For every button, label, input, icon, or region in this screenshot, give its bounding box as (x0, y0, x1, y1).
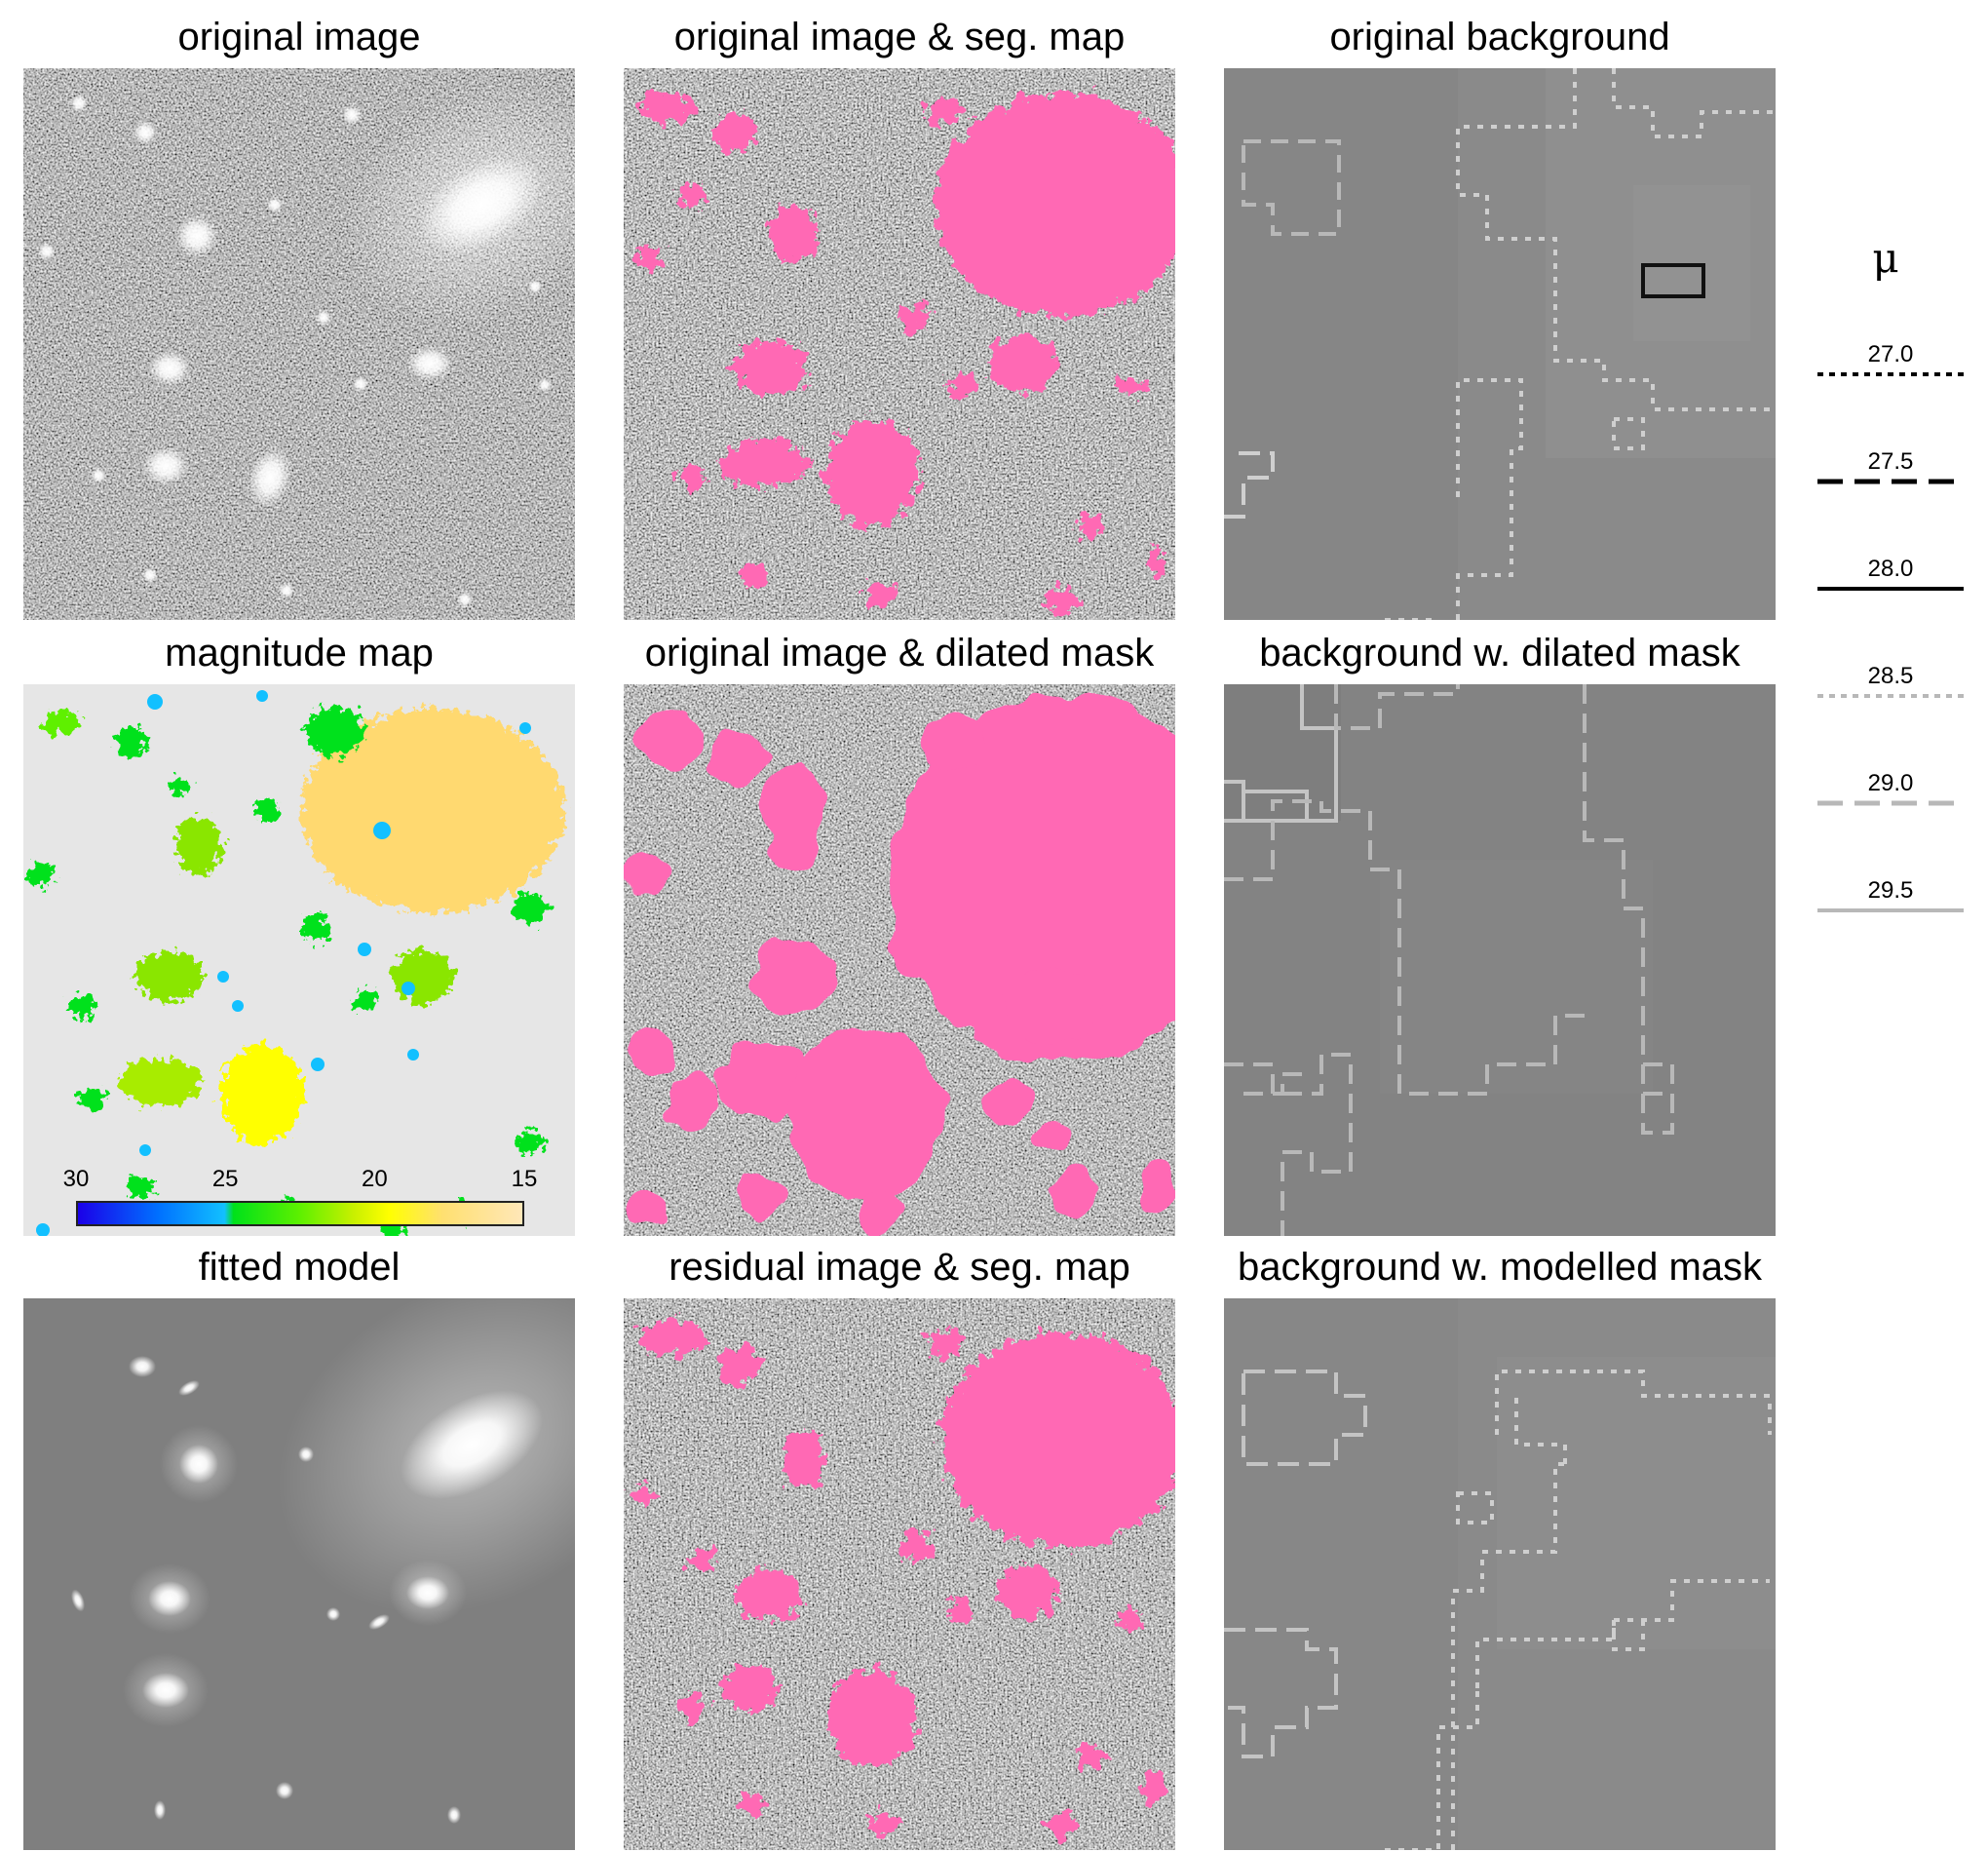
legend-item: 28.0 (1817, 556, 1964, 604)
legend-item: 29.0 (1817, 770, 1964, 819)
panel-dilated-mask: original image & dilated mask (624, 624, 1175, 1238)
colorbar-tick: 30 (62, 1166, 90, 1192)
legend-value: 27.5 (1867, 448, 1914, 475)
original-image (23, 68, 575, 620)
panel-residual-seg-map: residual image & seg. map (624, 1238, 1175, 1852)
legend-value: 29.0 (1867, 770, 1914, 796)
legend-line-solid-gray (1817, 908, 1964, 912)
panel-title: background w. dilated mask (1259, 632, 1740, 675)
original-background-image (1224, 68, 1776, 620)
magnitude-colorbar: 30 25 20 15 (63, 1166, 538, 1234)
legend-item: 28.5 (1817, 663, 1964, 712)
dilated-mask-svg (624, 684, 1175, 1236)
background-modelled-mask-image (1224, 1298, 1776, 1850)
residual-seg-map-svg (624, 1298, 1175, 1850)
contours (1224, 1370, 1772, 1850)
magnitude-map-svg: 30 25 20 15 (23, 684, 575, 1236)
original-image-svg (23, 68, 575, 620)
panel-title: magnitude map (165, 632, 434, 675)
panel-title: original background (1329, 16, 1670, 58)
legend-line-dashed-black (1817, 479, 1964, 484)
panel-title: original image & seg. map (673, 16, 1126, 58)
colorbar-tick: 25 (211, 1166, 239, 1192)
faint-sources (36, 690, 531, 1236)
legend-line-dotted-black (1817, 372, 1964, 376)
panel-title: background w. modelled mask (1237, 1246, 1763, 1289)
panel-background-dilated-mask: background w. dilated mask (1224, 624, 1776, 1238)
panel-title: original image (177, 16, 421, 58)
contours (1224, 68, 1776, 620)
original-background-svg (1224, 68, 1776, 620)
legend-value: 27.0 (1867, 341, 1914, 367)
panel-title: fitted model (198, 1246, 401, 1289)
legend-line-dashed-gray (1817, 800, 1964, 806)
legend-line-solid-black (1817, 587, 1964, 591)
legend-symbol: μ (1872, 234, 1899, 282)
seg-map-regions (634, 93, 1175, 613)
legend-value: 28.0 (1867, 556, 1914, 582)
legend-value: 28.5 (1867, 663, 1914, 689)
colorbar-tick: 20 (362, 1166, 388, 1192)
surface-brightness-legend: μ 27.0 27.5 28.0 28.5 29.0 29.5 (1808, 234, 1964, 936)
dilated-mask-image (624, 684, 1175, 1236)
background-modelled-mask-svg (1224, 1298, 1776, 1850)
panel-magnitude-map: magnitude map (23, 624, 575, 1238)
legend-value: 29.5 (1867, 877, 1914, 904)
panel-fitted-model: fitted model (23, 1238, 575, 1852)
residual-seg-map-image (624, 1298, 1175, 1850)
panel-background-modelled-mask: background w. modelled mask (1224, 1238, 1776, 1852)
panel-original-seg-map: original image & seg. map (624, 8, 1175, 622)
original-seg-map-svg (624, 68, 1175, 620)
legend-line-dotted-gray (1817, 694, 1964, 698)
galaxies (38, 83, 575, 607)
legend-item: 27.0 (1817, 341, 1964, 390)
fitted-model-image (23, 1298, 575, 1850)
dilated-regions (624, 694, 1175, 1234)
legend-item: 27.5 (1817, 448, 1964, 497)
magnitude-map-image: 30 25 20 15 (23, 684, 575, 1236)
colorbar-gradient (76, 1201, 524, 1226)
colorbar-tick: 15 (511, 1166, 538, 1192)
fitted-model-svg (23, 1298, 575, 1850)
residual-seg-regions (631, 1320, 1175, 1838)
background-dilated-mask-image (1224, 684, 1776, 1236)
panel-title: original image & dilated mask (644, 632, 1155, 675)
colorbar: 30 25 20 15 (63, 1166, 538, 1234)
background-dilated-mask-svg (1224, 684, 1776, 1236)
colorbar-labels: 30 25 20 15 (63, 1166, 538, 1195)
original-seg-map-image (624, 68, 1175, 620)
panel-original-image: original image (23, 8, 575, 622)
contours (1224, 684, 1674, 1236)
legend-item: 29.5 (1817, 877, 1964, 926)
panel-title: residual image & seg. map (669, 1246, 1130, 1289)
panel-original-background: original background (1224, 8, 1776, 622)
